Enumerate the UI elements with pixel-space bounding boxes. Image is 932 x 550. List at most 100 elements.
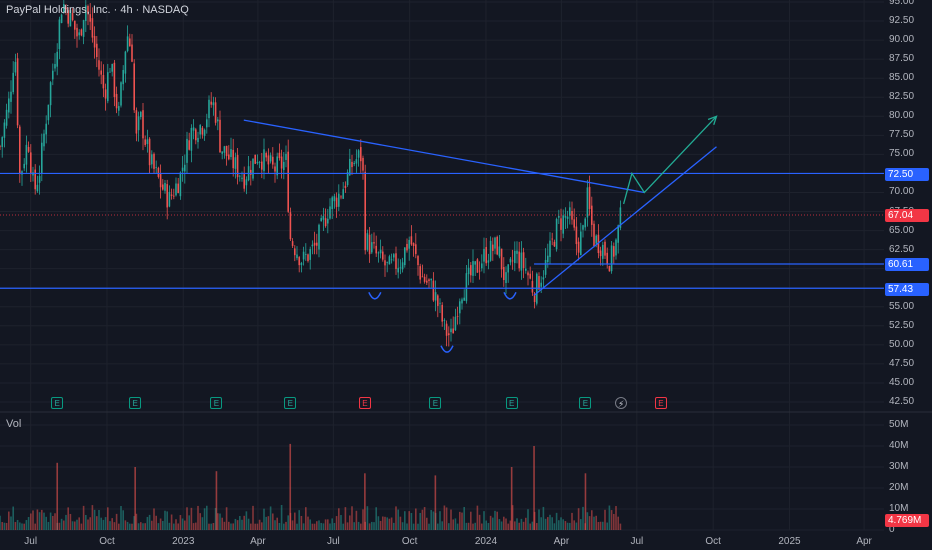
candle-body: [514, 250, 516, 264]
volume-bar: [272, 513, 274, 530]
candle-body: [487, 260, 490, 263]
volume-bar: [285, 521, 287, 530]
volume-bar: [377, 516, 380, 530]
candle-body: [366, 233, 369, 250]
volume-bar: [30, 513, 32, 530]
candle-body: [544, 259, 547, 275]
candle-body: [175, 183, 177, 196]
candle-body: [91, 18, 94, 38]
candle-body: [496, 236, 498, 255]
volume-bar: [214, 507, 217, 530]
volume-bar: [261, 522, 263, 530]
earnings-marker[interactable]: E: [284, 397, 297, 409]
candle-body: [179, 172, 182, 197]
horizontal-levels[interactable]: [0, 172, 884, 289]
candle-body: [300, 262, 303, 266]
candle-body: [511, 260, 514, 262]
volume-bar: [276, 517, 278, 530]
candle-body: [423, 276, 426, 282]
candle-body: [494, 237, 496, 249]
candle-body: [571, 210, 573, 220]
drawings[interactable]: [243, 115, 884, 353]
volume-bar: [461, 512, 463, 530]
candle-body: [371, 242, 373, 253]
volume-bar: [349, 515, 351, 530]
volume-bar: [175, 519, 177, 530]
candle-body: [280, 156, 283, 169]
volume-bar: [593, 516, 595, 530]
volume-bar: [368, 523, 371, 530]
candle-body: [195, 129, 197, 141]
candle-body: [335, 197, 338, 207]
candle-body: [408, 239, 410, 249]
candle-body: [390, 259, 393, 261]
volume-bar: [245, 511, 248, 530]
candle-body: [606, 252, 608, 264]
earnings-marker[interactable]: E: [579, 397, 592, 409]
earnings-marker[interactable]: E: [505, 397, 518, 409]
volume-bar: [71, 521, 74, 530]
dividend-bolt-icon[interactable]: ⚡: [615, 397, 628, 409]
candle-body: [188, 140, 190, 150]
price-tick-label: 85.00: [889, 72, 915, 84]
earnings-marker[interactable]: E: [654, 397, 667, 409]
volume-bar: [360, 523, 362, 530]
candle-body: [322, 216, 325, 220]
candle-body: [203, 129, 206, 136]
candle-body: [553, 241, 556, 247]
earnings-marker[interactable]: E: [429, 397, 442, 409]
earnings-marker[interactable]: E: [51, 397, 64, 409]
volume-bar: [234, 518, 237, 530]
volume-bar: [230, 523, 232, 530]
earnings-marker[interactable]: E: [210, 397, 223, 409]
volume-bar: [5, 522, 8, 530]
price-tick-label: 42.50: [889, 396, 915, 407]
volume-bar: [437, 523, 439, 530]
volume-bar: [393, 522, 395, 530]
time-tick-label: 2025: [778, 536, 801, 547]
volume-bar: [115, 513, 118, 530]
volume-bar: [494, 510, 496, 530]
volume-bar: [256, 523, 259, 530]
candle-body: [309, 249, 311, 260]
candle-body: [206, 119, 208, 128]
earnings-marker[interactable]: E: [358, 397, 371, 409]
volume-bar: [36, 509, 39, 530]
earnings-marker[interactable]: E: [129, 397, 142, 409]
candle-body: [368, 234, 371, 255]
bottom-arc: [440, 345, 454, 353]
candle-body: [12, 72, 14, 93]
candle-body: [564, 215, 567, 218]
volume-bar: [599, 521, 602, 530]
bottom-arc: [503, 292, 517, 300]
candle-body: [426, 280, 428, 283]
candle-body: [47, 104, 50, 121]
candle-body: [142, 110, 144, 139]
candle-body: [168, 191, 171, 207]
candle-body: [267, 155, 270, 165]
candle-body: [69, 9, 72, 27]
volume-bars: [0, 443, 622, 530]
symbol-title[interactable]: PayPal Holdings, Inc. · 4h · NASDAQ: [6, 4, 189, 16]
volume-bar: [164, 510, 166, 530]
volume-bar: [109, 521, 111, 530]
volume-bar: [47, 521, 50, 530]
candle-body: [126, 36, 129, 52]
candle-body: [241, 177, 243, 179]
candle-body: [122, 70, 124, 85]
volume-bar: [302, 523, 305, 530]
volume-bar: [254, 523, 256, 530]
candle-body: [562, 215, 564, 234]
candle-body: [181, 167, 184, 172]
candle-body: [529, 273, 531, 279]
candle-body: [520, 252, 523, 271]
price-tick-label: 52.50: [889, 319, 915, 331]
volume-bar: [522, 521, 525, 530]
candle-body: [344, 185, 347, 188]
volume-bar: [126, 521, 129, 530]
volume-bar: [498, 519, 501, 530]
volume-bar: [135, 513, 138, 530]
candle-body: [430, 278, 432, 281]
candle-body: [159, 173, 162, 188]
